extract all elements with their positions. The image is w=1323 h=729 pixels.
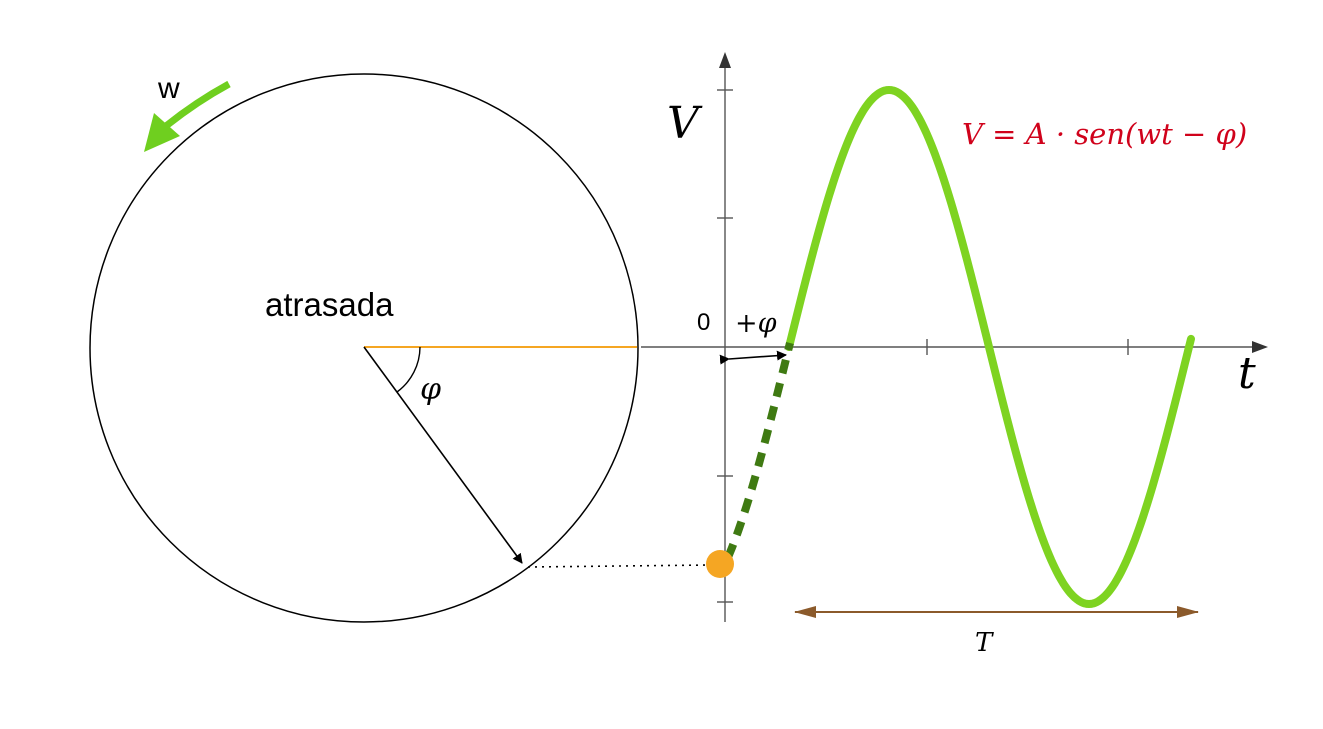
- v-axis-label: V: [667, 98, 703, 149]
- sine-wave: [785, 86, 1195, 608]
- formula: V = A · sen(wt − φ): [962, 117, 1247, 151]
- t-axis-label: t: [1238, 348, 1256, 399]
- phi-angle-label: φ: [420, 372, 441, 407]
- v-axis-arrowhead: [719, 52, 731, 68]
- v-axis-ticks: [717, 89, 733, 603]
- start-point: [706, 550, 734, 578]
- t-axis-ticks: [926, 339, 1129, 355]
- phasor-vector: [363, 346, 523, 564]
- sine-wave-lead-in: [724, 342, 794, 559]
- curved-arrow-icon: [144, 80, 231, 152]
- phase-shift-label: +φ: [735, 308, 777, 339]
- phase-shift-arrow: [719, 350, 787, 365]
- angle-arc: [396, 346, 421, 393]
- state-label: atrasada: [265, 286, 394, 323]
- projection-line: [527, 564, 713, 568]
- t-axis-arrowhead: [1252, 341, 1268, 353]
- phasor-circle: [89, 73, 639, 623]
- origin-label: 0: [697, 309, 710, 336]
- omega-label: w: [157, 72, 180, 105]
- period-label: T: [975, 628, 994, 658]
